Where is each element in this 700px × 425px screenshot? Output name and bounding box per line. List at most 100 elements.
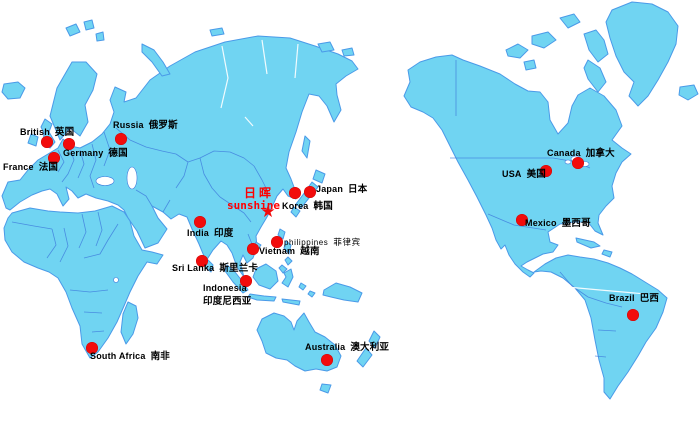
company-name-en: sunshine [227,199,280,212]
black-sea [95,176,115,186]
lesser-sunda [281,282,316,306]
russia-name-en: Russia [113,120,144,130]
south-africa-name-en: South Africa [90,351,146,361]
indonesia-name-zh: 印度尼西亚 [203,296,252,307]
greenland [605,1,679,107]
india-name-zh: 印度 [214,228,234,239]
marker-label-british: British 英国 [20,127,74,138]
usa-name-zh: 美国 [526,169,547,180]
marker-label-russia: Russia 俄罗斯 [113,120,178,131]
marker-label-germany: Germany 德国 [63,148,128,159]
british-name-zh: 英国 [54,127,75,138]
novaya-zemlya [141,43,171,77]
marker-label-france: France 法国 [3,162,58,173]
great-lake-3 [564,159,572,165]
sri-lanka-name-zh: 斯里兰卡 [219,263,259,274]
tasmania [319,383,332,394]
marker-dot-philippines [271,236,283,248]
company-location-star-icon: ★ [260,202,276,223]
marker-label-india: India 印度 [187,228,233,239]
australia-name-en: Australia [305,342,346,352]
marker-label-korea: Korea 韩国 [282,201,333,212]
caribbean-islands [575,237,613,258]
country-borders [11,60,623,358]
marker-label-vietnam: Vietnam 越南 [259,246,320,257]
lake-victoria [113,277,119,283]
canadian-arctic-islands [505,13,609,93]
germany-name-zh: 德国 [108,148,128,159]
marker-dot-brazil [627,309,639,321]
marker-label-philippines: philippines 菲律宾 [284,237,361,248]
marker-dot-british [41,136,53,148]
brazil-name-zh: 巴西 [639,293,660,304]
marker-dot-germany [63,138,75,150]
philippine-islands [278,240,293,274]
philippines-name-en: philippines [284,238,329,247]
marker-dot-mexico [516,214,528,226]
caspian-sea [126,166,138,190]
brazil-name-en: Brazil [609,293,635,303]
marker-label-brazil: Brazil 巴西 [609,293,659,304]
marker-dot-russia [115,133,127,145]
marker-dot-australia [321,354,333,366]
philippines-name-zh: 菲律宾 [333,237,361,247]
marker-dot-france [48,152,60,164]
russia-name-zh: 俄罗斯 [148,120,178,131]
australia-landmass [256,312,342,372]
sakhalin [301,135,311,159]
france-name-en: France [3,162,34,172]
java [247,293,277,302]
japan-name-zh: 日本 [348,184,368,195]
japan-name-en: Japan [316,184,344,194]
marker-label-usa: USA 美国 [502,169,546,180]
marker-dot-korea [289,187,301,199]
iceland-left [1,81,26,100]
continent-north-america [403,54,632,278]
korea-name-zh: 韩国 [313,201,333,212]
sri-lanka-name-en: Sri Lanka [172,263,215,273]
france-name-zh: 法国 [38,162,59,173]
mexico-name-zh: 墨西哥 [561,218,591,229]
korea-name-en: Korea [282,201,309,211]
rivers [220,39,647,295]
ireland [27,133,39,147]
marker-label-australia: Australia 澳大利亚 [305,342,389,353]
marker-label-mexico: Mexico 墨西哥 [525,218,591,229]
new-guinea [322,282,363,303]
marker-dot-india [194,216,206,228]
scandinavia [49,61,98,141]
vietnam-name-zh: 越南 [300,246,320,257]
canada-name-en: Canada [547,148,581,158]
usa-name-en: USA [502,169,522,179]
arctic-islands [209,27,355,57]
mexico-name-en: Mexico [525,218,557,228]
canada-name-zh: 加拿大 [585,148,615,159]
marker-dot-indonesia [240,275,252,287]
british-name-en: British [20,127,50,137]
continent-south-america [533,254,668,400]
marker-label-sri-lanka: Sri Lanka 斯里兰卡 [172,263,258,274]
south-africa-name-zh: 南非 [150,351,170,362]
marker-label-south-africa: South Africa 南非 [90,351,170,362]
marker-dot-canada [572,157,584,169]
marker-label-indonesia: Indonesia 印度尼西亚 [203,283,252,307]
japan-hokkaido [312,169,326,184]
australia-name-zh: 澳大利亚 [350,342,390,353]
borneo [252,263,279,290]
indonesia-name-en: Indonesia [203,283,247,293]
marker-dot-japan [304,186,316,198]
marker-dot-south-africa [86,342,98,354]
marker-label-japan: Japan 日本 [316,184,367,195]
taiwan [277,228,286,240]
marker-dot-vietnam [247,243,259,255]
vietnam-name-en: Vietnam [259,246,296,256]
sulawesi [281,268,294,288]
marker-label-canada: Canada 加拿大 [547,148,615,159]
svalbard [65,19,105,42]
japan-kyushu [290,206,301,218]
marker-dot-sri-lanka [196,255,208,267]
india-name-en: India [187,228,210,238]
madagascar [120,301,139,345]
